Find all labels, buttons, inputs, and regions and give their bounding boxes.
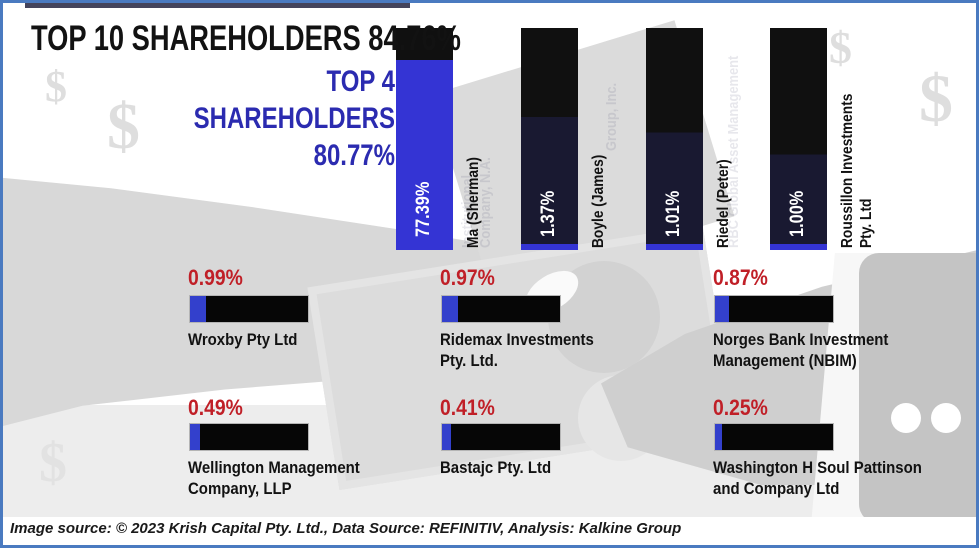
bar-name-label: Riedel (Peter)	[715, 159, 732, 248]
holder-pct: 0.99%	[188, 265, 243, 290]
holder-bar	[715, 296, 833, 322]
suit-sleeve	[859, 253, 976, 524]
holder-name: Ridemax Investments Pty. Ltd.	[440, 330, 594, 370]
hbar-fill-2	[715, 296, 729, 322]
bar-value-label: 77.39%	[413, 181, 434, 237]
bar-value-label: 1.00%	[787, 190, 808, 237]
holder-name: Bastajc Pty. Ltd	[440, 458, 552, 477]
sleeve-button-icon	[891, 403, 921, 433]
holder-pct: 0.97%	[440, 265, 495, 290]
bar-value-label: 1.37%	[538, 190, 559, 237]
holder-name: Wellington Management Company, LLP	[188, 458, 360, 498]
dollar-icon: $	[45, 62, 67, 111]
vertical-bar-boyle-james	[521, 28, 578, 250]
vbar-fill-3	[770, 244, 827, 250]
bar-name-label: Ma (Sherman)	[465, 157, 482, 248]
vertical-bar-ma-sherman	[396, 28, 453, 250]
dollar-icon: $	[107, 90, 140, 163]
hbar-fill-1	[442, 296, 458, 322]
sleeve-button-icon	[931, 403, 961, 433]
holder-bar	[190, 296, 308, 322]
holder-pct: 0.87%	[713, 265, 768, 290]
source-attribution: Image source: © 2023 Krish Capital Pty. …	[3, 517, 976, 545]
hbar-fill-5	[715, 424, 722, 450]
hbar-fill-3	[190, 424, 200, 450]
vertical-bar-roussillon	[770, 28, 827, 250]
holder-bar	[442, 296, 560, 322]
holder-name: Washington H Soul Pattinson and Company …	[713, 458, 922, 498]
bar-value-label: 1.01%	[663, 190, 684, 237]
dollar-icon: $	[829, 22, 852, 73]
holder-name: Wroxby Pty Ltd	[188, 330, 298, 349]
dollar-icon: $	[919, 60, 953, 136]
holder-pct: 0.25%	[713, 395, 768, 420]
holder-pct: 0.49%	[188, 395, 243, 420]
page-title: TOP 10 SHAREHOLDERS 84.76%	[31, 19, 461, 58]
vbar-fill-2	[646, 244, 703, 250]
hbar-fill-0	[190, 296, 206, 322]
page-subtitle: TOP 4 SHAREHOLDERS 80.77%	[193, 65, 395, 172]
holder-pct: 0.41%	[440, 395, 495, 420]
bar-name-label: Roussillon Investments Pty. Ltd	[839, 93, 875, 248]
holder-bar	[442, 424, 560, 450]
holder-bar	[715, 424, 833, 450]
holder-name: Norges Bank Investment Management (NBIM)	[713, 330, 889, 370]
vbar-fill-0	[396, 60, 453, 250]
vbar-fill-1	[521, 244, 578, 250]
hbar-fill-4	[442, 424, 451, 450]
holder-bar	[190, 424, 308, 450]
vertical-bar-riedel-peter	[646, 28, 703, 250]
background-top-strip	[25, 3, 410, 8]
dollar-icon: $	[39, 432, 67, 494]
bar-name-label: Boyle (James)	[590, 154, 607, 248]
